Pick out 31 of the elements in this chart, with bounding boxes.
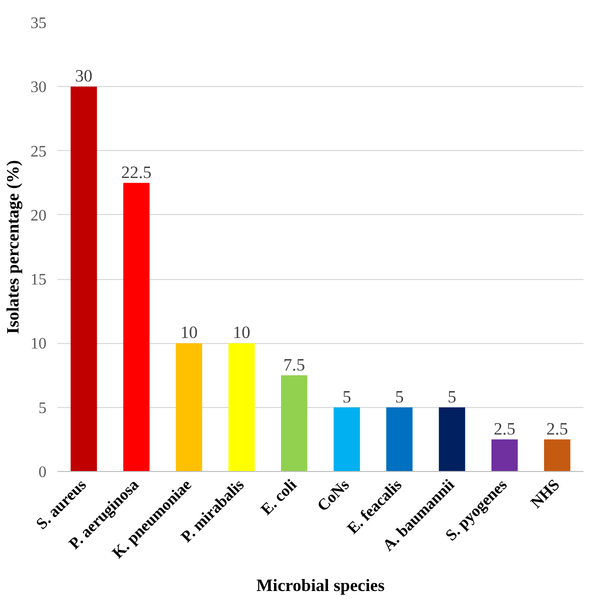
bar xyxy=(438,407,466,472)
data-label: 2.5 xyxy=(494,419,516,438)
y-tick-label: 15 xyxy=(30,272,46,289)
data-label: 5 xyxy=(395,387,404,406)
data-label: 5 xyxy=(342,387,352,406)
y-tick-label: 0 xyxy=(38,464,46,481)
y-tick-label: 10 xyxy=(30,336,46,353)
bar xyxy=(334,407,360,472)
y-tick-label: 35 xyxy=(30,15,46,32)
bar xyxy=(386,407,413,472)
x-tick-label: E. coli xyxy=(258,476,301,519)
data-label: 2.5 xyxy=(546,419,568,438)
bar xyxy=(123,182,150,472)
y-axis-title: Isolates percentage (%) xyxy=(4,160,22,334)
bar xyxy=(228,343,255,472)
data-label: 30 xyxy=(75,66,92,86)
data-label: 7.5 xyxy=(283,355,306,374)
data-label: 10 xyxy=(232,323,250,342)
bar xyxy=(176,343,202,472)
x-axis-title: Microbial species xyxy=(256,576,385,596)
y-tick-label: 5 xyxy=(38,400,46,417)
bar xyxy=(491,439,518,472)
bar xyxy=(281,375,308,472)
data-label: 5 xyxy=(448,387,456,406)
bar xyxy=(544,439,570,472)
bar xyxy=(70,86,97,472)
data-label: 10 xyxy=(180,323,198,342)
y-tick-label: 20 xyxy=(30,207,46,224)
y-tick-label: 30 xyxy=(30,79,46,96)
y-tick-label: 25 xyxy=(30,143,46,160)
data-label: 22.5 xyxy=(121,162,152,182)
